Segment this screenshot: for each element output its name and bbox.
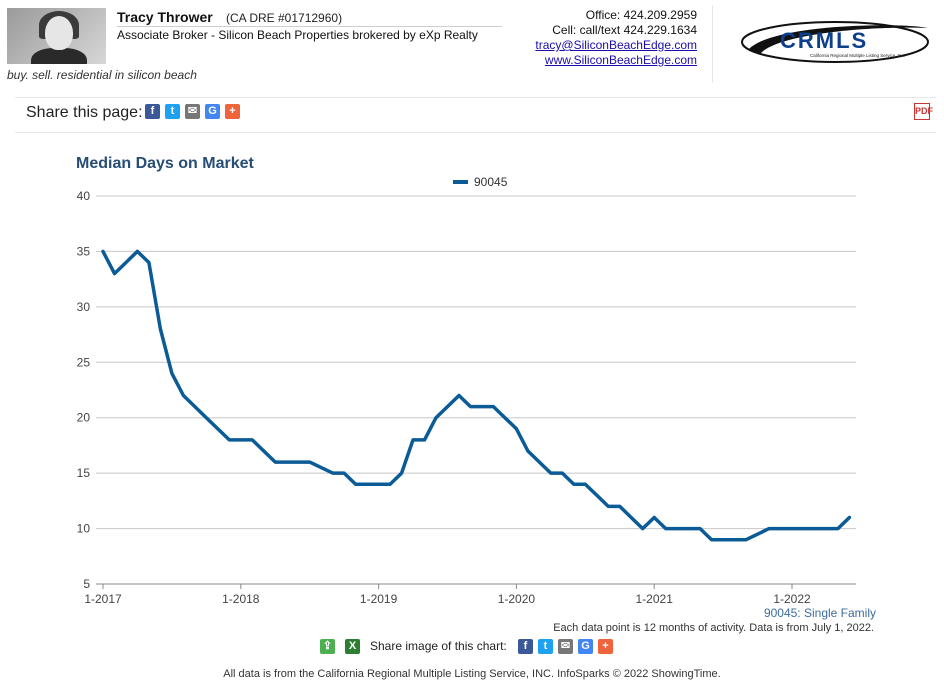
agent-dre: (CA DRE #01712960) [226, 11, 343, 25]
y-tick-label: 20 [77, 411, 91, 425]
y-axis-ticks: 5 10 15 20 25 30 35 40 [77, 189, 91, 591]
y-tick-label: 25 [77, 355, 91, 369]
y-tick-label: 10 [77, 522, 91, 536]
twitter-icon[interactable]: t [165, 104, 180, 119]
x-tick-label: 1-2020 [498, 592, 536, 606]
website-link[interactable]: www.SiliconBeachEdge.com [544, 53, 697, 67]
y-tick-label: 5 [83, 577, 90, 591]
name-divider [117, 26, 502, 27]
chart-legend: 90045 [453, 175, 508, 189]
x-tick-label: 1-2021 [636, 592, 674, 606]
office-phone: Office: 424.209.2959 [585, 8, 697, 22]
x-tick-label: 1-2017 [84, 592, 122, 606]
chart-subtitle: 90045: Single Family [763, 606, 876, 620]
chart-gridlines [96, 195, 856, 585]
y-tick-label: 15 [77, 466, 91, 480]
logo-subtext: California Regional Multiple Listing Ser… [810, 53, 905, 58]
twitter-icon[interactable]: t [538, 639, 553, 654]
y-tick-label: 40 [77, 189, 91, 203]
crmls-logo: CRMLS California Regional Multiple Listi… [741, 21, 929, 63]
logo-text: CRMLS [780, 28, 868, 53]
header-separator [712, 6, 713, 82]
email-link[interactable]: tracy@SiliconBeachEdge.com [535, 38, 697, 52]
share-page-row: Share this page: f t ✉ G + PDF [15, 97, 936, 133]
plus-icon[interactable]: + [598, 639, 613, 654]
y-tick-label: 30 [77, 300, 91, 314]
share-page-label: Share this page: [26, 104, 143, 121]
facebook-icon[interactable]: f [145, 104, 160, 119]
x-tick-label: 1-2018 [222, 592, 260, 606]
google-icon[interactable]: G [578, 639, 593, 654]
chart-share-label: Share image of this chart: [370, 639, 507, 653]
agent-title: Associate Broker - Silicon Beach Propert… [117, 28, 478, 42]
legend-label: 90045 [474, 175, 508, 189]
header: Tracy Thrower (CA DRE #01712960) Associa… [0, 0, 944, 96]
photo-face [45, 16, 73, 50]
series-line-90045 [101, 249, 852, 542]
y-tick-label: 35 [77, 244, 91, 258]
agent-name: Tracy Thrower [117, 9, 213, 25]
excel-icon[interactable]: X [345, 639, 360, 654]
x-tick-label: 1-2022 [773, 592, 811, 606]
footer-text: All data is from the California Regional… [223, 668, 721, 680]
google-icon[interactable]: G [205, 104, 220, 119]
agent-tagline: buy. sell. residential in silicon beach [7, 68, 197, 82]
email-icon[interactable]: ✉ [558, 639, 573, 654]
pdf-icon[interactable]: PDF [914, 103, 933, 120]
median-days-chart: Median Days on Market 90045 5 10 15 20 25 30 3… [76, 155, 856, 606]
contact-block: Office: 424.209.2959 Cell: call/text 424… [535, 8, 697, 68]
plus-icon[interactable]: + [225, 104, 240, 119]
cell-phone: Cell: call/text 424.229.1634 [552, 23, 697, 37]
chart-series [101, 249, 852, 542]
x-tick-label: 1-2019 [360, 592, 398, 606]
share-icon[interactable]: ⇪ [320, 639, 335, 654]
chart-title: Median Days on Market [76, 155, 255, 172]
agent-photo [7, 8, 106, 64]
facebook-icon[interactable]: f [518, 639, 533, 654]
x-axis: 1-2017 1-2018 1-2019 1-2020 1-2021 1-2022 [84, 583, 856, 606]
chart-note: Each data point is 12 months of activity… [553, 622, 874, 634]
photo-body [31, 48, 87, 64]
email-icon[interactable]: ✉ [185, 104, 200, 119]
